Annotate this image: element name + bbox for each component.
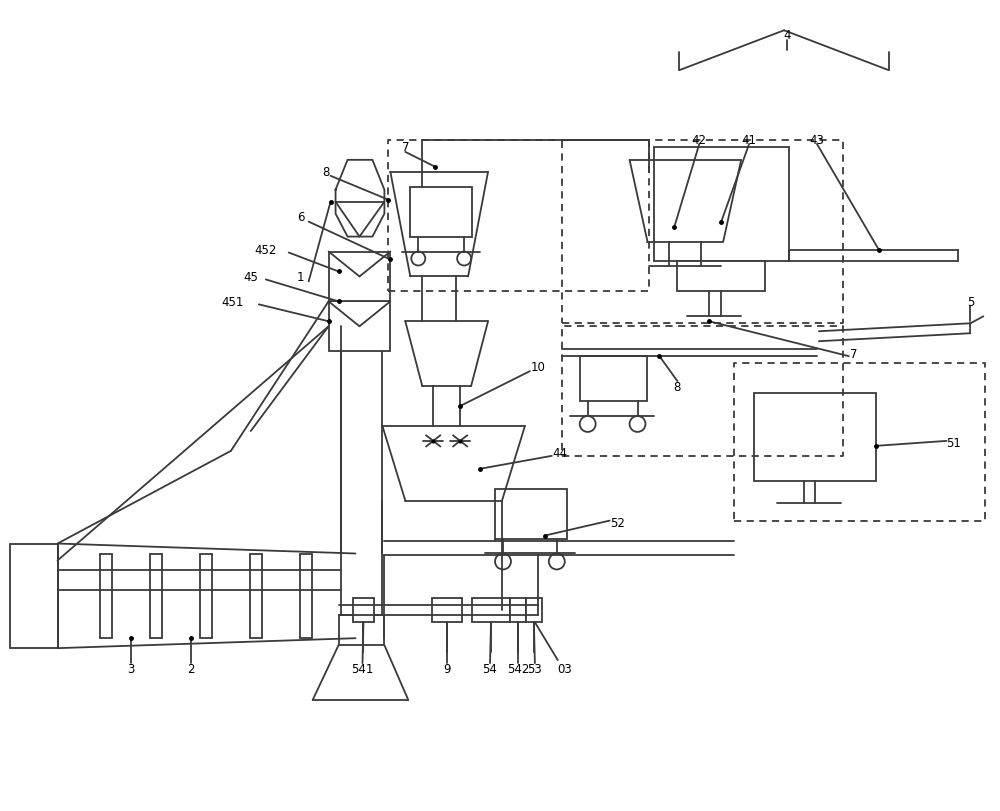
Text: 44: 44 [552,447,567,460]
Text: 03: 03 [557,662,572,675]
Circle shape [580,417,596,432]
Bar [495,489,567,539]
Text: 52: 52 [610,517,625,530]
Text: 542: 542 [507,662,529,675]
Bar [341,290,382,638]
Text: 8: 8 [322,166,329,179]
Text: 54: 54 [483,662,497,675]
Text: 41: 41 [742,135,757,148]
Bar [329,302,390,352]
Bar [410,187,472,238]
Text: 51: 51 [946,437,961,450]
Circle shape [630,417,646,432]
Bar [526,599,542,623]
Bar [250,555,262,638]
Bar [472,599,510,623]
Bar [200,555,212,638]
Bar [329,252,390,302]
Text: 3: 3 [128,662,135,675]
Bar [10,544,58,648]
Text: 10: 10 [530,360,545,373]
Text: 541: 541 [351,662,374,675]
Bar [754,393,876,481]
Text: 5: 5 [967,295,974,308]
Circle shape [495,554,511,570]
Text: 53: 53 [528,662,542,675]
Text: 6: 6 [297,211,304,224]
Bar [100,555,112,638]
Bar [353,599,374,623]
Text: 2: 2 [187,662,195,675]
Text: 7: 7 [850,347,858,360]
Bar [654,148,789,262]
Bar [300,555,312,638]
Bar [677,262,765,292]
Text: 45: 45 [243,271,258,284]
Text: 452: 452 [255,244,277,257]
Text: 451: 451 [222,295,244,308]
Circle shape [457,252,471,266]
Bar [150,555,162,638]
Text: 7: 7 [402,141,409,154]
Text: 42: 42 [692,135,707,148]
Bar [510,599,526,623]
Text: 8: 8 [674,380,681,393]
Bar [339,616,384,646]
Bar [580,357,647,401]
Bar [432,599,462,623]
Text: 4: 4 [783,28,791,41]
Text: 43: 43 [809,135,824,148]
Text: 1: 1 [297,271,304,284]
Circle shape [411,252,425,266]
Text: 9: 9 [443,662,451,675]
Circle shape [549,554,565,570]
